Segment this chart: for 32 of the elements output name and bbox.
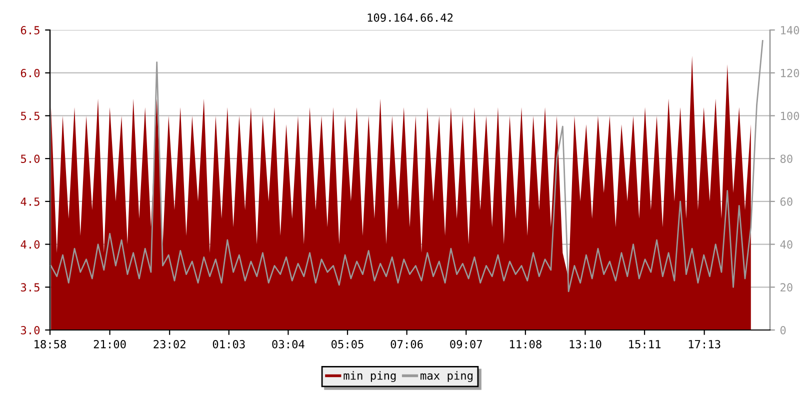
- line-series: [50, 40, 764, 292]
- x-tick-label: 07:06: [390, 340, 423, 348]
- chart-title: 109.164.66.42: [368, 13, 453, 22]
- y2-tick-label: 0: [780, 326, 786, 334]
- legend-label: min ping: [344, 371, 396, 382]
- legend-label: max ping: [420, 371, 472, 382]
- y2-tick-label: 20: [780, 283, 792, 292]
- y-tick-label: 3.0: [20, 326, 40, 334]
- y2-tick-label: 140: [781, 26, 800, 34]
- y-tick-label: 6.5: [20, 26, 40, 34]
- x-tick-label: 11:08: [510, 340, 542, 348]
- y-tick-label: 3.5: [20, 283, 40, 292]
- y-tick-label: 5.0: [20, 154, 40, 163]
- x-tick-label: 21:00: [94, 340, 126, 348]
- x-tick-label: 18:58: [34, 340, 66, 348]
- y-tick-label: 5.5: [20, 112, 40, 120]
- y-tick-label: 4.5: [20, 198, 40, 206]
- x-tick-label: 23:02: [154, 340, 186, 348]
- y2-tick-label: 100: [781, 112, 800, 120]
- x-tick-label: 13:10: [570, 340, 602, 348]
- x-tick-label: 05:05: [332, 340, 364, 348]
- x-tick-label: 01:03: [212, 340, 245, 348]
- y2-tick-label: 40: [780, 240, 792, 249]
- x-tick-label: 09:07: [450, 340, 482, 348]
- y-tick-label: 6.0: [20, 68, 40, 78]
- y2-tick-label: 80: [780, 154, 792, 163]
- x-tick-label: 17:13: [688, 340, 720, 348]
- y2-tick-label: 60: [780, 197, 792, 206]
- x-tick-label: 03:04: [272, 340, 304, 348]
- y-tick-label: 4.0: [20, 240, 40, 249]
- x-tick-label: 15:11: [629, 340, 660, 348]
- y2-tick-label: 120: [781, 68, 800, 78]
